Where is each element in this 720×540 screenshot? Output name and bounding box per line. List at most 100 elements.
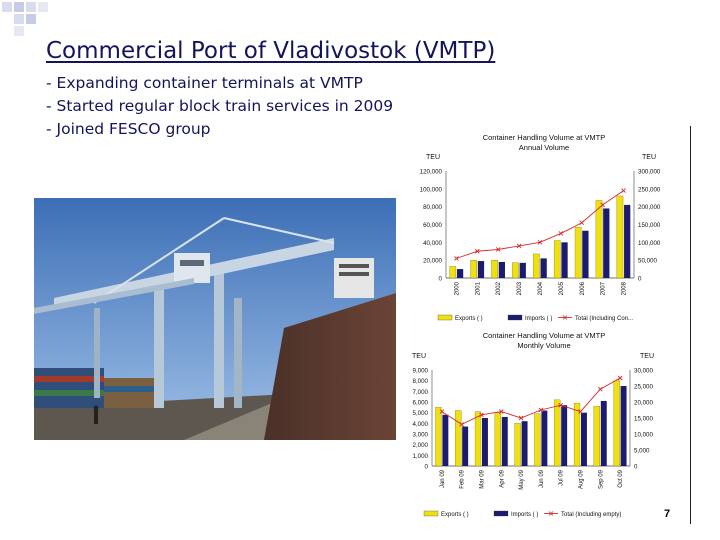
annual-imports-bar — [561, 242, 568, 278]
monthly-total-point — [558, 402, 564, 408]
annual-total-point — [475, 248, 480, 254]
annual-left-tick-label: 0 — [439, 276, 443, 283]
page-number: 7 — [664, 508, 671, 520]
monthly-left-tick-label: 3,000 — [413, 432, 429, 439]
monthly-legend-swatch — [423, 510, 439, 517]
annual-left-tick-label: 80,000 — [423, 204, 442, 211]
annual-total-point — [495, 247, 501, 252]
monthly-chart-subtitle: Monthly Volume — [517, 341, 570, 350]
annual-right-tick-label: 150,000 — [638, 222, 661, 229]
annual-total-point — [621, 188, 626, 193]
monthly-total-point — [617, 375, 623, 381]
annual-right-tick-label: 200,000 — [638, 204, 661, 211]
bullet-item: - Joined FESCO group — [46, 120, 211, 138]
monthly-exports-bar — [435, 407, 442, 467]
annual-legend-label: Total (Including Con... — [575, 316, 633, 322]
monthly-legend-label: Total (Including empty) — [561, 512, 621, 518]
annual-left-tick-label: 60,000 — [423, 222, 442, 229]
port-cranes-photo — [34, 198, 396, 440]
container-volume-charts: Container Handling Volume at VMTP Annual… — [412, 133, 661, 518]
monthly-exports-bar — [474, 411, 482, 467]
monthly-right-tick-label: 0 — [634, 464, 638, 471]
monthly-total-point — [479, 412, 484, 418]
monthly-imports-bar — [620, 386, 627, 466]
monthly-left-tick-label: 7,000 — [413, 389, 429, 396]
monthly-legend-label: Imports ( ) — [511, 512, 538, 518]
annual-legend-swatch — [437, 314, 453, 321]
charts-panel: Container Handling Volume at VMTP Annual… — [398, 126, 691, 524]
annual-chart-subtitle: Annual Volume — [519, 143, 569, 152]
slide-title: Commercial Port of Vladivostok (VMTP) — [46, 38, 496, 64]
monthly-right-tick-label: 30,000 — [634, 368, 653, 375]
annual-right-tick-label: 50,000 — [638, 258, 657, 265]
annual-exports-bar — [595, 200, 603, 279]
monthly-right-axis-label: TEU — [640, 353, 654, 360]
annual-total-point — [454, 256, 459, 261]
monthly-exports-bar — [514, 423, 521, 467]
monthly-category-label: Jul 09 — [559, 469, 565, 486]
monthly-category-label: Jun 09 — [539, 469, 545, 488]
annual-category-label: 2003 — [517, 281, 523, 295]
annual-left-tick-label: 100,000 — [420, 186, 443, 193]
annual-right-tick-label: 0 — [638, 276, 642, 283]
annual-right-tick-label: 100,000 — [638, 240, 661, 247]
annual-right-axis-label: TEU — [642, 154, 656, 161]
bullet-item: - Started regular block train services i… — [46, 97, 394, 115]
monthly-imports-bar — [561, 405, 568, 466]
annual-exports-bar — [553, 240, 561, 279]
annual-category-label: 2005 — [559, 281, 565, 295]
monthly-imports-bar — [462, 426, 469, 466]
annual-imports-bar — [498, 261, 505, 278]
monthly-exports-bar — [613, 380, 620, 467]
annual-exports-bar — [574, 227, 582, 279]
annual-right-tick-label: 300,000 — [638, 169, 661, 176]
annual-right-tick-label: 250,000 — [638, 186, 661, 193]
monthly-imports-bar — [521, 421, 528, 466]
monthly-category-label: May 09 — [519, 469, 525, 489]
monthly-right-tick-label: 25,000 — [634, 384, 653, 391]
monthly-imports-bar — [482, 418, 488, 466]
monthly-left-tick-label: 2,000 — [413, 442, 429, 449]
annual-total-point — [600, 202, 605, 208]
monthly-left-tick-label: 8,000 — [413, 378, 429, 385]
monthly-total-point — [578, 409, 583, 414]
annual-left-tick-label: 20,000 — [423, 258, 442, 265]
monthly-category-label: Jan 09 — [440, 469, 446, 488]
monthly-total-point — [597, 386, 603, 392]
annual-exports-bar — [491, 260, 498, 279]
monthly-left-tick-label: 0 — [425, 464, 429, 471]
monthly-total-point — [439, 409, 445, 414]
annual-chart-title: Container Handling Volume at VMTP — [483, 133, 606, 142]
monthly-legend-marker — [548, 511, 554, 516]
annual-left-tick-label: 40,000 — [423, 240, 442, 247]
monthly-category-label: Mar 09 — [480, 469, 486, 488]
annual-category-label: 2008 — [622, 281, 628, 295]
annual-category-label: 2006 — [580, 281, 586, 295]
monthly-imports-bar — [541, 410, 548, 466]
annual-legend-swatch — [507, 314, 523, 321]
monthly-category-label: Aug 09 — [579, 469, 585, 489]
bullet-item: - Expanding container terminals at VMTP — [46, 74, 363, 92]
monthly-imports-bar — [442, 414, 449, 466]
annual-category-label: 2004 — [538, 281, 544, 295]
monthly-legend-swatch — [493, 510, 509, 517]
monthly-total-point — [498, 409, 504, 414]
annual-total-point — [516, 243, 522, 249]
annual-exports-bar — [449, 266, 457, 279]
bullet-list: - Expanding container terminals at VMTP … — [46, 72, 393, 141]
monthly-legend-label: Exports ( ) — [441, 512, 469, 518]
annual-legend-label: Imports ( ) — [525, 316, 552, 322]
annual-category-label: 2001 — [475, 281, 481, 295]
monthly-category-label: Apr 09 — [499, 469, 505, 487]
annual-exports-bar — [512, 262, 519, 279]
annual-category-label: 2002 — [496, 281, 502, 295]
annual-left-tick-label: 120,000 — [420, 169, 443, 176]
annual-imports-bar — [519, 262, 526, 278]
monthly-category-label: Feb 09 — [460, 469, 466, 488]
annual-exports-bar — [616, 195, 624, 279]
annual-total-point — [558, 231, 564, 236]
monthly-right-tick-label: 20,000 — [634, 400, 653, 407]
monthly-left-tick-label: 4,000 — [413, 421, 429, 428]
monthly-category-label: Oct 09 — [618, 469, 624, 487]
monthly-exports-bar — [593, 406, 600, 467]
